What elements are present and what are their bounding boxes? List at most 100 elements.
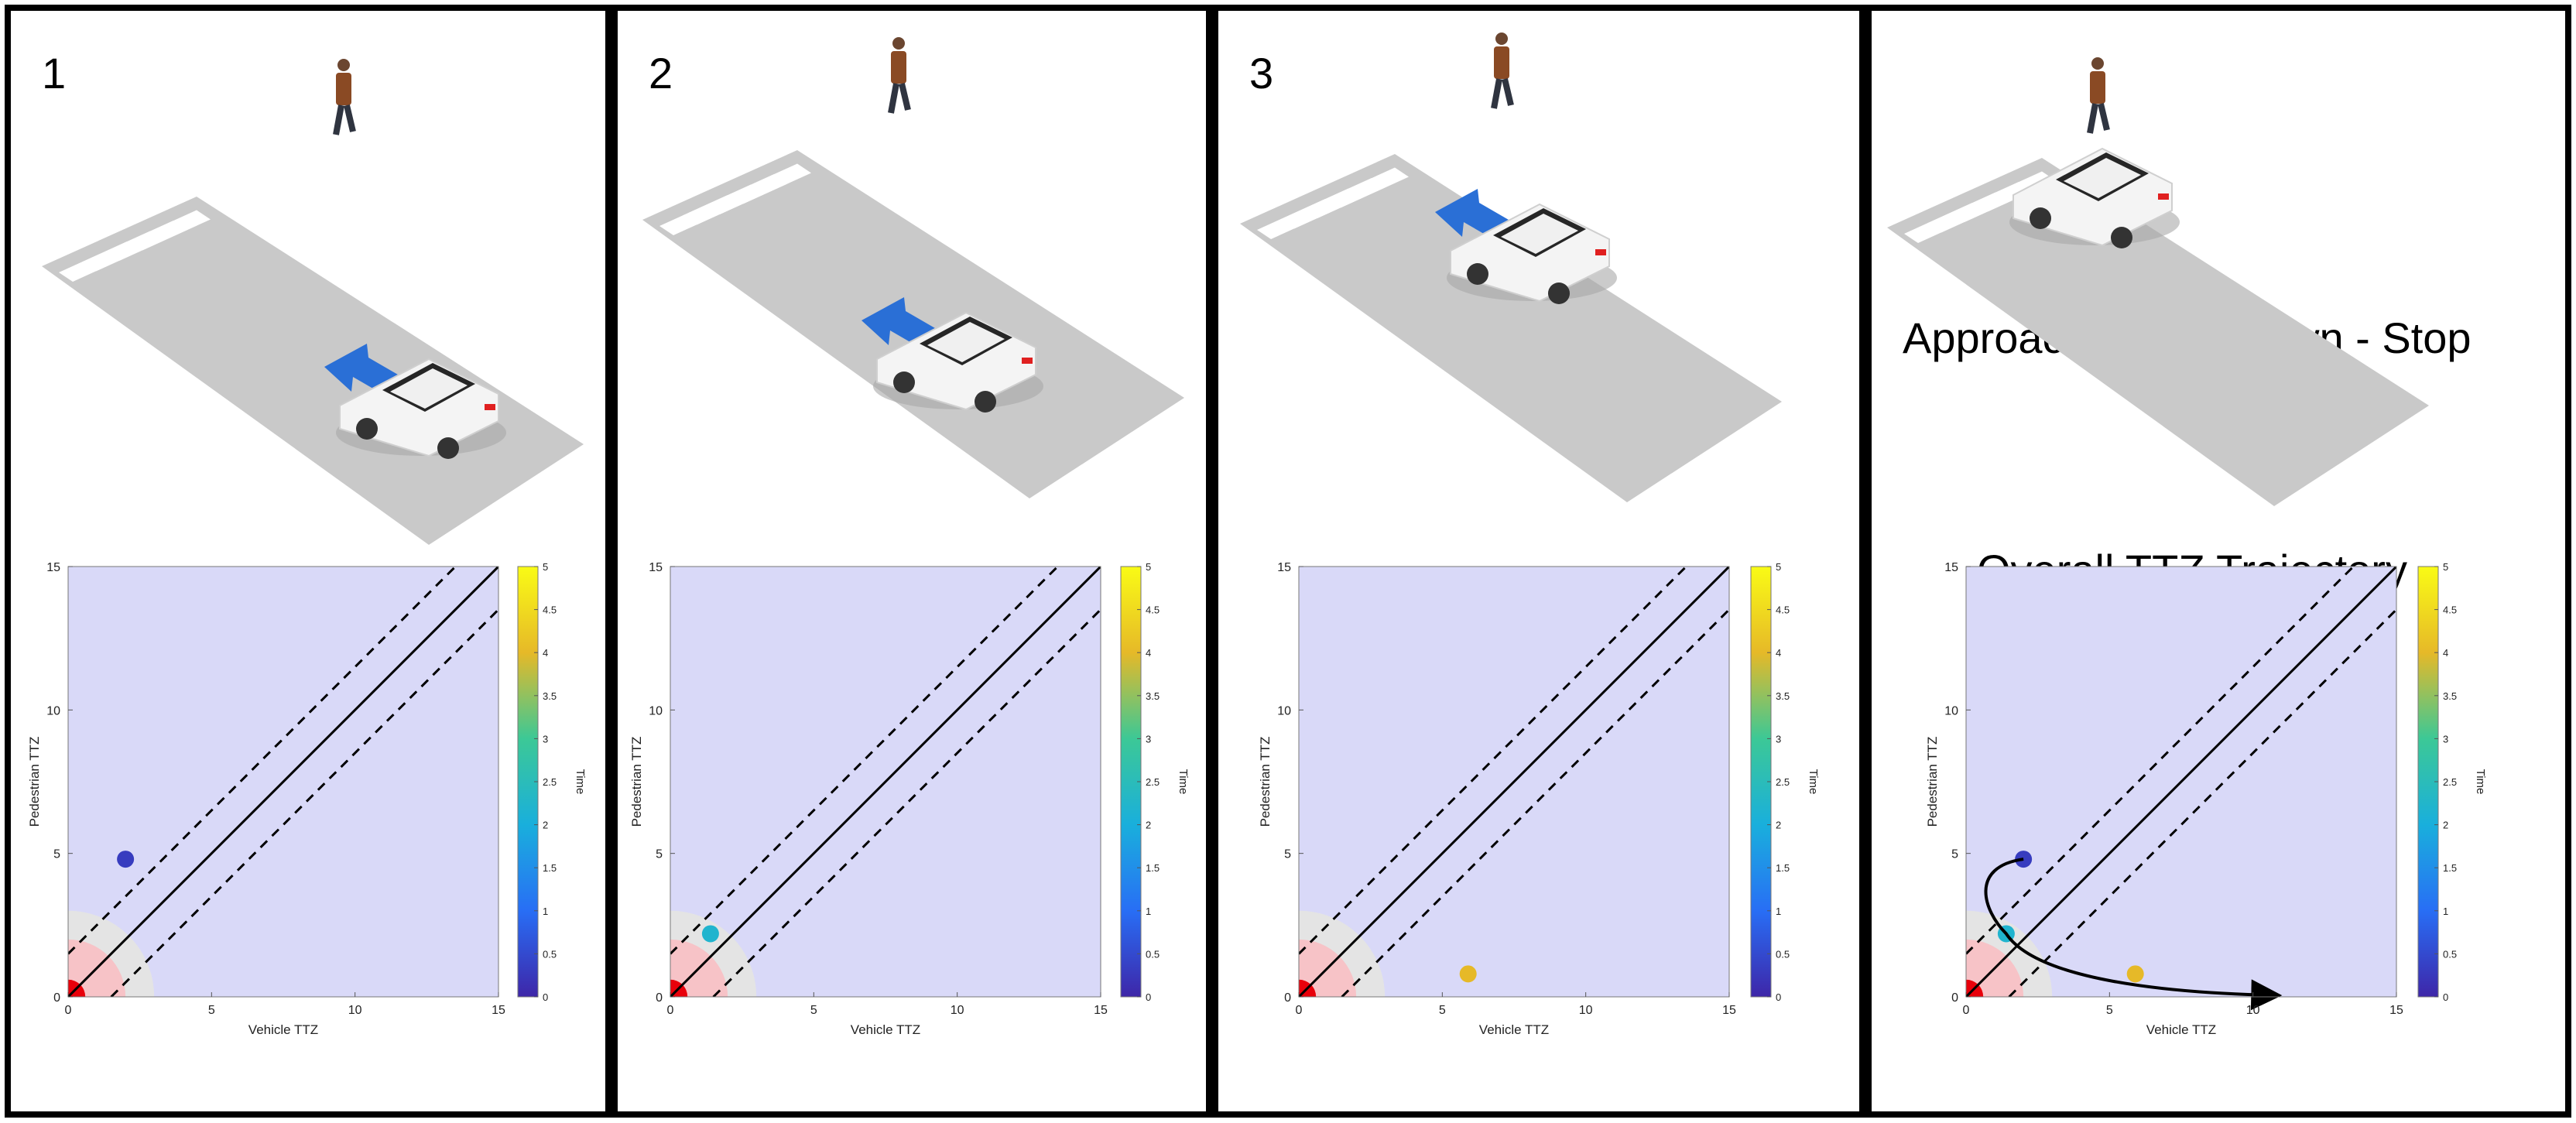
plot-area	[670, 567, 1101, 997]
colorbar-tick-label: 4.5	[1776, 604, 1790, 616]
pedestrian	[2087, 57, 2110, 134]
pedestrian-leg	[2087, 103, 2098, 134]
street-scene	[1887, 158, 2429, 506]
car-wheel	[1467, 263, 1488, 285]
pedestrian-leg	[2098, 103, 2110, 131]
y-tick-label: 0	[1284, 991, 1291, 1005]
x-axis-label: Vehicle TTZ	[248, 1022, 318, 1037]
car-roof	[2064, 158, 2141, 198]
colorbar-tick-label: 3.5	[2443, 690, 2457, 702]
y-axis-label: Pedestrian TTZ	[1258, 737, 1273, 827]
crosswalk-stripe	[128, 210, 211, 251]
pedestrian-head	[2091, 57, 2104, 70]
plot-frame	[670, 566, 1101, 998]
car	[336, 358, 506, 459]
y-tick-label: 5	[656, 848, 663, 861]
colorbar-tick-label: 3.5	[1146, 690, 1160, 702]
car-taillight	[485, 404, 495, 410]
equal-ttz-line	[1299, 567, 1729, 997]
car-taillight	[1595, 249, 1606, 255]
upper-margin-line	[1299, 567, 1687, 955]
y-tick-label: 0	[53, 991, 60, 1005]
pedestrian-leg	[344, 104, 356, 132]
x-tick-label: 0	[1963, 1004, 1970, 1017]
colorbar-tick-label: 4.5	[543, 604, 557, 616]
colorbar-tick-label: 0	[543, 991, 548, 1003]
y-tick-label: 10	[649, 704, 663, 717]
plot-frame	[67, 566, 499, 998]
x-axis-label: Vehicle TTZ	[2146, 1022, 2216, 1037]
colorbar-tick-label: 1	[1146, 906, 1151, 917]
y-axis-label: Pedestrian TTZ	[1925, 737, 1940, 827]
pedestrian	[888, 37, 911, 114]
plot-frame	[1298, 566, 1730, 998]
car-roof	[1501, 214, 1578, 254]
colorbar-tick-label: 1	[1776, 906, 1781, 917]
motion-arrow	[862, 297, 935, 348]
pedestrian-torso	[891, 51, 906, 84]
colorbar-tick-label: 1.5	[2443, 862, 2457, 874]
colorbar-tick-label: 2	[1776, 820, 1781, 831]
colorbar-tick-label: 3.5	[543, 690, 557, 702]
x-axis-label: Vehicle TTZ	[1479, 1022, 1549, 1037]
colorbar-tick-label: 0	[1776, 991, 1781, 1003]
car-roof	[927, 322, 1005, 362]
pedestrian-torso	[336, 73, 351, 105]
pedestrian-leg	[333, 104, 344, 135]
x-tick-label: 0	[1296, 1004, 1303, 1017]
pedestrian-head	[1495, 33, 1508, 45]
street-scene	[1240, 154, 1782, 502]
colorbar-tick-label: 5	[2443, 561, 2448, 573]
ttz-point	[1459, 965, 1477, 983]
car-taillight	[1022, 358, 1033, 364]
car-wheel	[975, 391, 996, 413]
car-wheel	[1548, 282, 1570, 304]
colorbar-tick-label: 2.5	[543, 776, 557, 788]
road	[1240, 154, 1782, 502]
car-wheel	[893, 371, 915, 393]
colorbar-tick-label: 4	[1146, 647, 1151, 659]
car	[2009, 147, 2180, 248]
equal-ttz-line	[670, 567, 1101, 997]
equal-ttz-line	[68, 567, 498, 997]
motion-arrow	[324, 344, 398, 394]
x-tick-label: 5	[208, 1004, 215, 1017]
upper-margin-line	[670, 567, 1059, 955]
pedestrian-torso	[1494, 46, 1509, 79]
y-tick-label: 10	[46, 704, 60, 717]
y-tick-label: 10	[1277, 704, 1291, 717]
car-taillight	[2158, 193, 2169, 200]
colorbar-tick-label: 2	[1146, 820, 1151, 831]
lower-margin-line	[1341, 608, 1729, 997]
colorbar-tick-label: 0.5	[2443, 948, 2457, 960]
lower-margin-line	[712, 608, 1101, 997]
y-tick-label: 15	[1277, 561, 1291, 574]
plot-area	[68, 567, 498, 997]
colorbar-tick-label: 4.5	[1146, 604, 1160, 616]
colorbar-tick-label: 0	[1146, 991, 1151, 1003]
pedestrian-leg	[888, 83, 899, 114]
colorbar-tick-label: 1	[543, 906, 548, 917]
y-tick-label: 5	[53, 848, 60, 861]
colorbar-tick-label: 3	[543, 733, 548, 745]
pedestrian-leg	[1502, 78, 1514, 106]
car-wheel	[2030, 207, 2051, 229]
colorbar-tick-label: 3	[1776, 733, 1781, 745]
x-tick-label: 10	[951, 1004, 964, 1017]
pedestrian-torso	[2090, 71, 2105, 104]
colorbar-tick-label: 3.5	[1776, 690, 1790, 702]
colorbar-tick-label: 3	[2443, 733, 2448, 745]
panel-number: 1	[42, 49, 67, 98]
colorbar-label: Time	[1177, 769, 1190, 795]
plot-area	[1299, 567, 1729, 997]
trajectory-arrow	[1984, 858, 2283, 1011]
lower-margin-line	[110, 608, 498, 997]
x-tick-label: 15	[2389, 1004, 2403, 1017]
car-wheel	[437, 437, 459, 459]
upper-margin-line	[1966, 567, 2355, 955]
colorbar-tick-label: 4	[543, 647, 548, 659]
ttz-point	[117, 851, 135, 868]
motion-arrow	[1435, 189, 1509, 239]
